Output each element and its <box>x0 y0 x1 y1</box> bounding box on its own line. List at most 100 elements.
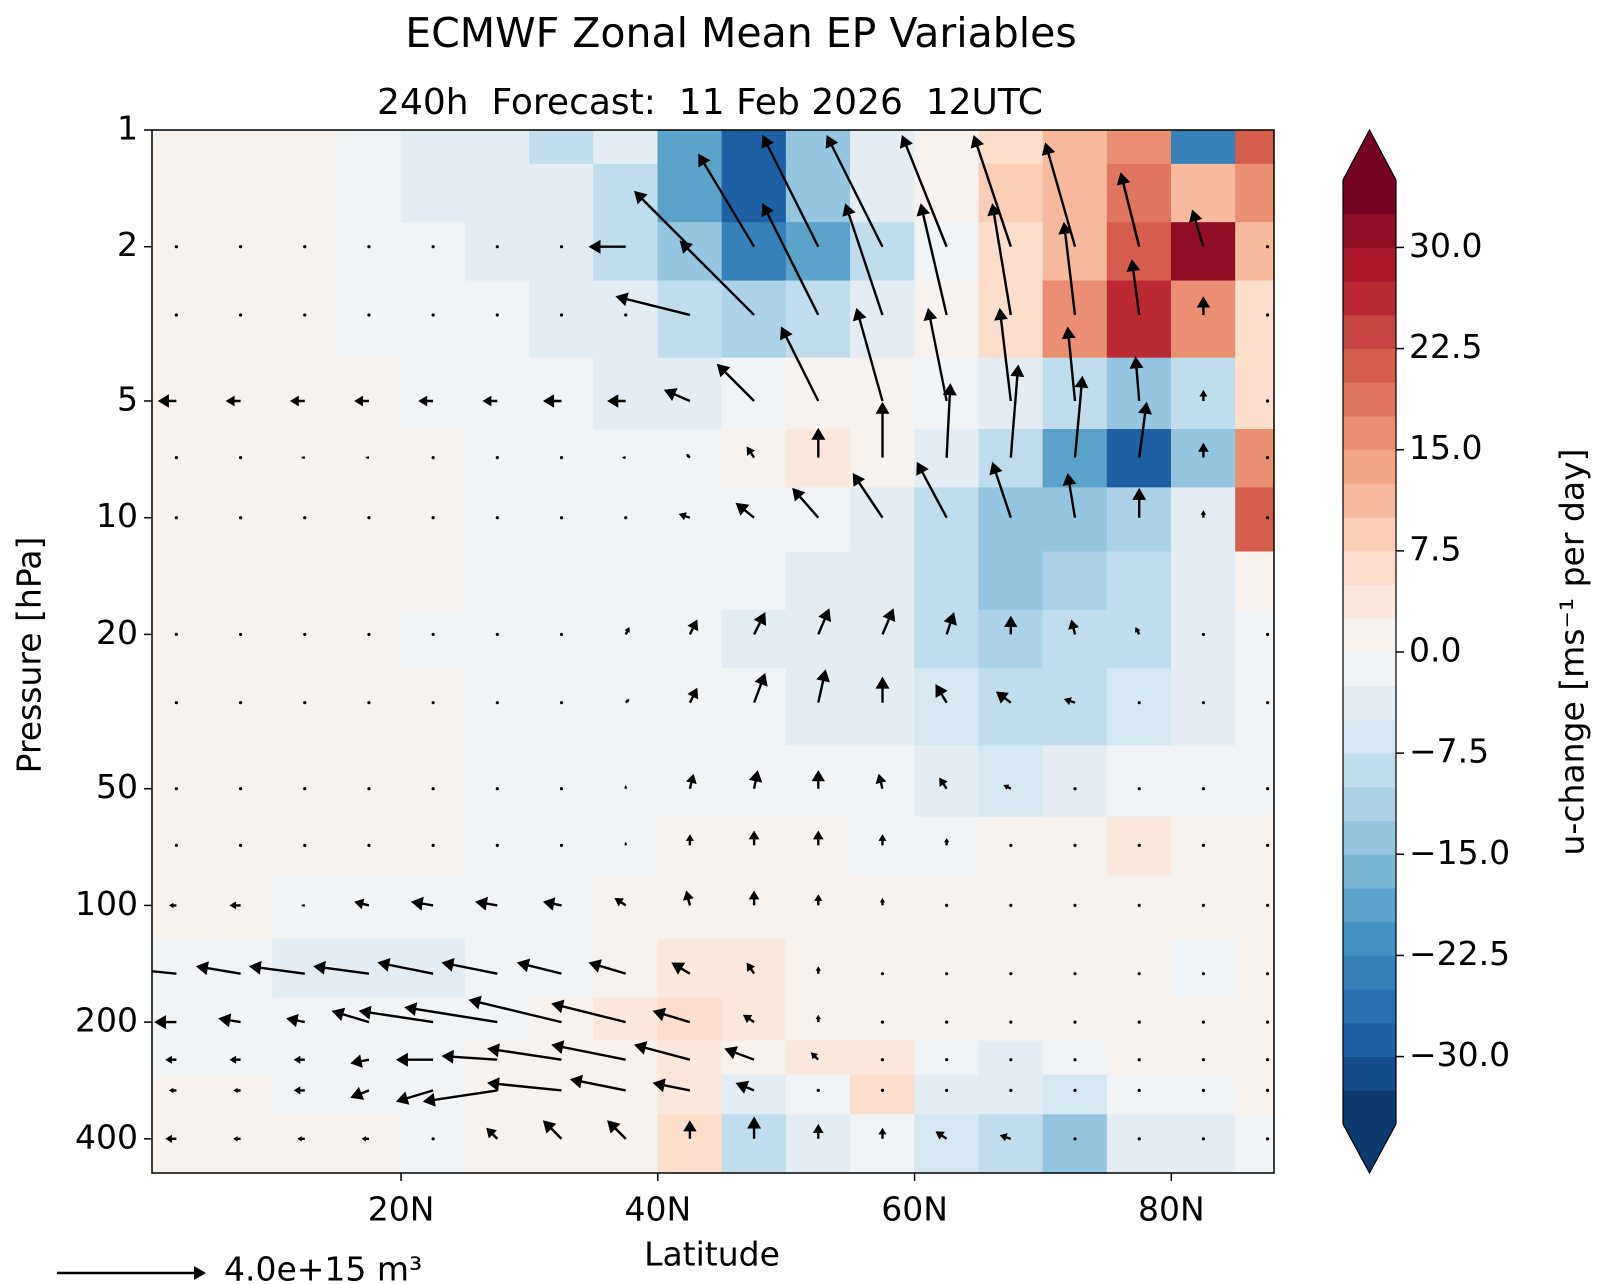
field-cell <box>978 1074 1044 1115</box>
field-cell <box>657 487 723 553</box>
ep-flux-arrow <box>218 1013 241 1028</box>
ep-flux-arrow <box>624 785 627 789</box>
colorbar-band <box>1343 348 1396 383</box>
ep-flux-arrow <box>495 632 499 637</box>
ep-flux-arrow <box>1265 632 1270 637</box>
field-cell <box>272 609 338 669</box>
colorbar-tick-label: 0.0 <box>1409 631 1461 670</box>
field-cell <box>400 1114 466 1174</box>
ep-flux-arrow <box>1196 296 1211 315</box>
ep-flux-arrow <box>1201 1020 1205 1024</box>
ep-flux-arrow <box>923 307 948 402</box>
field-cell <box>593 429 659 488</box>
ep-flux-arrow <box>1201 903 1205 908</box>
ep-flux-arrow <box>792 487 820 519</box>
field-cell <box>978 551 1044 611</box>
ep-flux-arrow <box>1137 701 1141 705</box>
field-cell <box>1170 609 1236 669</box>
field-cell <box>336 280 402 359</box>
field-cell <box>914 668 980 746</box>
ep-flux-arrow <box>1265 903 1270 908</box>
colorbar-band <box>1343 1022 1396 1058</box>
y-tick-label: 50 <box>96 767 138 806</box>
ep-flux-arrow <box>361 1136 369 1142</box>
field-cell <box>529 222 594 282</box>
field-cell <box>1042 1114 1108 1174</box>
field-cell <box>785 357 851 430</box>
ep-flux-arrow <box>842 203 884 316</box>
field-cell <box>208 551 273 611</box>
field-cell <box>208 1114 273 1174</box>
field-cell <box>464 551 530 611</box>
ep-flux-arrow <box>1265 245 1270 249</box>
ep-flux-arrow <box>945 1088 949 1092</box>
field-cell <box>721 129 787 165</box>
chart-title: ECMWF Zonal Mean EP Variables <box>405 9 1077 57</box>
ep-flux-arrow <box>878 834 887 846</box>
field-cell <box>1106 939 1172 999</box>
field-cell <box>272 668 338 746</box>
ep-flux-arrow <box>1137 787 1141 791</box>
field-cell <box>721 551 787 611</box>
ep-flux-arrow <box>880 1058 885 1062</box>
field-cell <box>272 222 338 282</box>
ep-flux-arrow <box>614 898 627 907</box>
field-cell <box>208 1074 273 1115</box>
ep-flux-arrow <box>624 699 630 704</box>
ep-flux-arrow <box>1265 456 1270 460</box>
field-cell <box>1042 1040 1108 1076</box>
field-cell <box>593 551 659 611</box>
field-cell <box>336 745 402 818</box>
field-cell <box>657 551 723 611</box>
ep-flux-arrow <box>811 427 826 458</box>
ep-flux-arrow <box>168 902 177 909</box>
ep-flux-arrow <box>431 516 435 520</box>
ep-flux-arrow <box>487 1043 562 1061</box>
ep-flux-arrow <box>431 632 435 637</box>
ep-flux-arrow <box>652 1078 691 1093</box>
ep-flux-arrow <box>687 619 699 635</box>
ep-flux-arrow <box>879 898 886 906</box>
colorbar-band <box>1343 820 1396 855</box>
ep-flux-arrow <box>229 901 241 910</box>
ep-flux-arrow <box>303 843 307 847</box>
field-cell <box>208 875 273 940</box>
field-cell <box>1235 357 1275 430</box>
ep-flux-arrow <box>1137 1088 1141 1092</box>
ep-flux-arrow <box>683 890 694 906</box>
field-cell <box>208 668 273 746</box>
ep-flux-arrow <box>367 245 371 249</box>
field-cell <box>400 875 466 940</box>
ep-flux-arrow <box>810 1052 820 1061</box>
field-cell <box>208 357 273 430</box>
ep-flux-arrow <box>303 632 307 637</box>
field-cell <box>721 875 787 940</box>
ep-flux-arrow <box>588 239 626 254</box>
field-cell <box>336 357 402 430</box>
field-cell <box>850 997 915 1042</box>
field-cell <box>593 1074 659 1115</box>
field-cell <box>914 129 980 165</box>
ep-flux-arrow <box>1061 326 1077 402</box>
ep-flux-arrow <box>1058 221 1077 316</box>
ep-flux-arrow <box>995 691 1012 704</box>
ep-flux-arrow <box>559 632 564 637</box>
colorbar-band <box>1343 483 1396 518</box>
field-cell <box>1042 609 1108 669</box>
field-cell <box>336 1040 402 1076</box>
ep-flux-arrow <box>812 830 824 846</box>
field-cell <box>593 1040 659 1076</box>
field-cell <box>593 163 659 223</box>
field-cell <box>464 487 530 553</box>
field-cell <box>336 939 402 999</box>
field-layer <box>151 129 1275 1174</box>
ep-flux-arrow <box>301 456 305 459</box>
ep-flux-arrow <box>1265 701 1270 705</box>
ep-flux-arrow <box>174 843 178 847</box>
field-cell <box>1170 1114 1236 1174</box>
ep-flux-arrow <box>559 456 564 460</box>
field-cell <box>272 357 338 430</box>
field-cell <box>400 668 466 746</box>
field-cell <box>785 163 851 223</box>
ep-flux-arrow <box>1073 972 1077 976</box>
